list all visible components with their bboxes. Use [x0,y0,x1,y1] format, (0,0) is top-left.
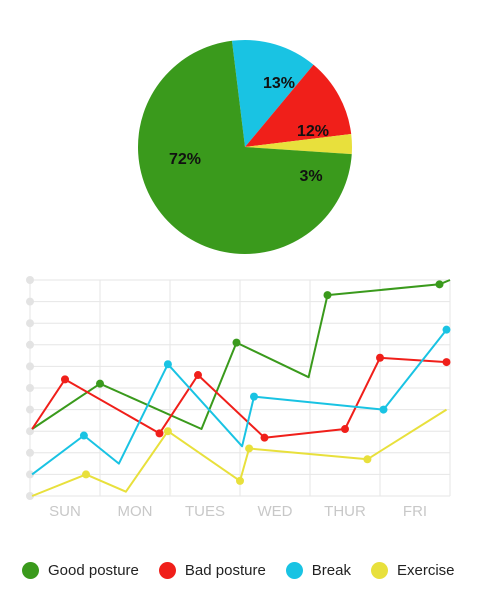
series-good-posture [31,279,451,430]
data-point-break [442,325,451,334]
pie-slice-bad-posture [245,64,352,147]
data-point-exercise [236,476,244,485]
y-tick-dot [26,405,34,414]
line-chart: SUN MON TUES WED THUR FRI [26,276,451,520]
data-point-bad-posture [260,433,269,442]
y-tick-dot [26,427,34,436]
grid [26,276,451,500]
y-tick-dot [26,448,34,457]
data-point-good-posture [435,280,444,289]
x-tick-label-thur: THUR [324,503,366,520]
data-point-bad-posture [341,425,349,434]
y-tick-dot [26,297,34,306]
legend-label-exercise: Exercise [396,561,455,579]
pie-slice-break [231,40,314,147]
data-point-good-posture [323,291,332,300]
pie-slice-good-posture [137,40,352,255]
x-tick-label-sun: SUN [49,503,81,520]
legend-item-exercise: Exercise [370,561,455,579]
legend-dot-break [285,561,303,579]
series-line-bad-posture [31,356,447,439]
data-point-good-posture [96,379,104,388]
data-point-exercise [245,444,254,453]
pie-label-exercise: 3% [299,168,322,185]
data-point-bad-posture [194,371,202,380]
pie-label-bad-posture: 12% [297,123,329,140]
pie-chart: 72% 13% 12% 3% [137,40,352,255]
x-tick-label-tues: TUES [185,503,225,520]
data-point-exercise [363,455,372,464]
data-point-break [250,392,258,401]
data-point-exercise [82,470,90,479]
series-bad-posture [31,353,451,442]
x-tick-label-wed: WED [258,503,293,520]
legend-label-break: Break [311,561,351,579]
legend-label-bad-posture: Bad posture [184,561,266,579]
data-point-good-posture [232,338,241,347]
legend-dot-good-posture [22,561,39,579]
y-tick-dot [26,362,34,371]
x-tick-label-fri: FRI [403,503,427,520]
legend-item-bad-posture: Bad posture [158,561,266,579]
y-tick-dot [26,276,34,284]
data-point-bad-posture [61,375,69,384]
y-tick-dot [26,340,34,349]
data-point-exercise [163,427,172,436]
data-point-bad-posture [376,353,384,362]
series-break [31,325,451,476]
data-point-bad-posture [155,429,164,438]
y-tick-dot [26,492,34,500]
data-point-break [379,405,388,414]
pie-label-good-posture: 72% [169,151,201,168]
legend-dot-bad-posture [158,561,176,579]
legend-item-good-posture: Good posture [22,561,139,579]
pie-label-break: 13% [263,75,295,92]
data-point-break [79,431,88,440]
pie-slice-exercise [245,133,352,155]
series-line-break [31,329,448,476]
y-tick-dot [26,470,34,479]
y-tick-dot [26,319,34,328]
legend-label-good-posture: Good posture [48,561,139,579]
series-line-good-posture [31,279,451,430]
legend-item-break: Break [285,561,351,579]
data-point-break [163,360,172,369]
x-tick-label-mon: MON [118,503,153,520]
data-point-bad-posture [442,358,451,367]
series-line-exercise [31,408,448,497]
legend-dot-exercise [370,561,388,579]
y-tick-dot [26,384,34,392]
series-exercise [31,408,448,497]
legend: Good posture Bad posture Break Exercise [22,557,482,583]
